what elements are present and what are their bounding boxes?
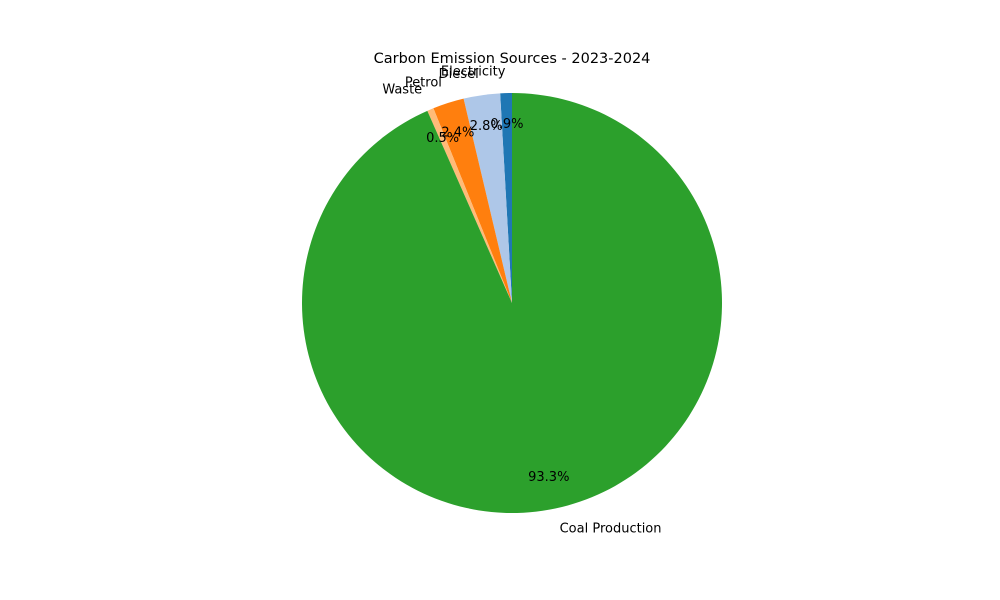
pie-slice-coal-production <box>301 93 722 513</box>
slice-percent-diesel: 2.8% <box>470 119 503 134</box>
slice-label-diesel: Diesel <box>439 67 479 82</box>
pie-slice-waste <box>427 108 512 303</box>
slice-label-petrol: Petrol <box>405 75 442 90</box>
pie-slice-diesel <box>463 93 512 303</box>
slice-percent-electricity: 0.9% <box>490 117 523 132</box>
slice-label-electricity: Electricity <box>441 65 506 80</box>
slice-percent-petrol: 2.4% <box>441 125 474 140</box>
slice-percent-coal-production: 93.3% <box>528 470 569 485</box>
pie-labels: Electricity 0.9% Diesel 2.8% Petrol 2.4% Waste… <box>382 65 661 537</box>
slice-label-waste: Waste <box>382 83 422 98</box>
pie-slices <box>301 93 722 513</box>
slice-percent-waste: 0.5% <box>426 131 459 146</box>
chart-title: Carbon Emission Sources - 2023-2024 <box>374 51 651 67</box>
pie-slice-petrol <box>433 98 512 303</box>
slice-label-coal-production: Coal Production <box>560 522 662 537</box>
pie-slice-electricity <box>500 93 512 303</box>
